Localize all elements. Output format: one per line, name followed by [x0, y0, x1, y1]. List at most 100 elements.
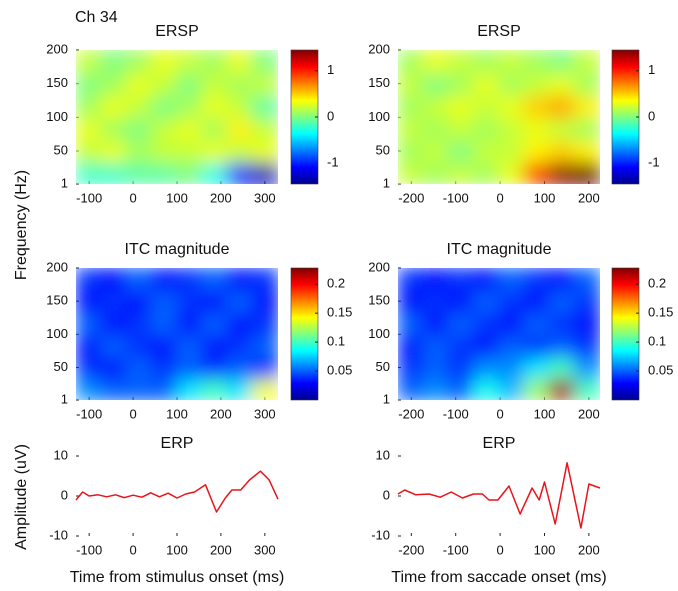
heatmap-cell [125, 377, 153, 400]
heatmap [398, 50, 600, 184]
x-tick-label: 0 [129, 190, 136, 205]
x-tick-label: -200 [398, 190, 424, 205]
colorbar-tick-label: 0.2 [327, 276, 345, 291]
heatmap-cell [523, 71, 551, 96]
heatmap-cell [422, 161, 450, 184]
heatmap-cell [100, 311, 128, 336]
heatmap-cell [251, 138, 278, 164]
heatmap-cell [422, 333, 450, 358]
heatmap-cell [125, 50, 153, 74]
heatmap-cell [76, 289, 103, 314]
heatmap-cell [176, 268, 204, 292]
heatmap-cell [548, 116, 576, 141]
heatmap-cell [447, 311, 475, 336]
heatmap-cell [176, 116, 204, 141]
x-tick-label: 0 [496, 406, 503, 421]
heatmap-cell [201, 116, 229, 141]
x-tick-label: 300 [254, 542, 276, 557]
heatmap-cell [226, 138, 254, 164]
heatmap-cell [447, 377, 475, 400]
heatmap-cell [251, 377, 278, 400]
colorbar-tick-label: 0.1 [327, 334, 345, 349]
heatmap-cell [447, 289, 475, 314]
heatmap-cell [523, 268, 551, 292]
colorbar-tick-label: 0.15 [648, 305, 673, 320]
figure-title: Ch 34 [75, 9, 118, 26]
heatmap-cell [125, 94, 153, 119]
heatmap-cell [100, 71, 128, 96]
heatmap-cell [226, 50, 254, 74]
heatmap [76, 50, 278, 184]
heatmap-cell [226, 161, 254, 184]
y-tick-label: 1 [383, 175, 390, 190]
colorbar-tick-label: 0.2 [648, 276, 666, 291]
x-tick-label: -100 [443, 406, 469, 421]
heatmap-cell [251, 50, 278, 74]
x-tick-label: -200 [398, 542, 424, 557]
heatmap-cell [176, 161, 204, 184]
heatmap-cell [422, 71, 450, 96]
heatmap-cell [447, 268, 475, 292]
heatmap-cell [398, 377, 425, 400]
y-tick-label: 200 [368, 41, 390, 56]
heatmap-cell [176, 377, 204, 400]
heatmap-cell [498, 94, 526, 119]
heatmap-cell [523, 311, 551, 336]
heatmap-cell [125, 333, 153, 358]
heatmap-cell [548, 268, 576, 292]
y-tick-label: 150 [368, 75, 390, 90]
heatmap-cell [447, 161, 475, 184]
heatmap-cell [251, 94, 278, 119]
heatmap-cell [150, 116, 178, 141]
heatmap-cell [574, 94, 600, 119]
heatmap-cell [125, 138, 153, 164]
heatmap-cell [398, 50, 425, 74]
heatmap-cell [150, 355, 178, 380]
y-tick-label: 100 [46, 109, 68, 124]
heatmap-cell [125, 268, 153, 292]
x-tick-label: 200 [210, 406, 232, 421]
heatmap-cell [76, 71, 103, 96]
heatmap-cell [447, 138, 475, 164]
heatmap-cell [76, 355, 103, 380]
y-tick-label: 200 [46, 259, 68, 274]
chart-title: ITC magnitude [125, 241, 230, 258]
heatmap-cell [398, 355, 425, 380]
heatmap-cell [472, 355, 500, 380]
heatmap-cell [422, 377, 450, 400]
heatmap-cell [398, 333, 425, 358]
heatmap [76, 268, 278, 400]
heatmap-cell [498, 50, 526, 74]
heatmap-cell [76, 161, 103, 184]
heatmap-cell [76, 138, 103, 164]
x-axis-label: Time from stimulus onset (ms) [70, 569, 285, 586]
heatmap-cell [523, 333, 551, 358]
heatmap-cell [472, 161, 500, 184]
line [397, 462, 601, 529]
heatmap-cell [201, 71, 229, 96]
colorbar-tick-label: -1 [648, 155, 660, 170]
heatmap-cell [472, 71, 500, 96]
heatmap-cell [201, 355, 229, 380]
x-tick-label: -100 [443, 190, 469, 205]
heatmap-cell [472, 311, 500, 336]
heatmap-cell [398, 311, 425, 336]
y-tick-label: 10 [376, 447, 390, 462]
heatmap-cell [574, 289, 600, 314]
colorbar [611, 267, 640, 401]
heatmap-cell [472, 377, 500, 400]
colorbar-tick-label: 0 [327, 108, 334, 123]
chart-title: ERP [161, 435, 194, 452]
heatmap-cell [176, 333, 204, 358]
x-tick-label: 200 [210, 542, 232, 557]
heatmap-cell [523, 289, 551, 314]
heatmap-cell [76, 94, 103, 119]
y-tick-label: 150 [368, 293, 390, 308]
heatmap-cell [251, 268, 278, 292]
y-tick-label: 200 [368, 259, 390, 274]
heatmap-cells [398, 268, 600, 400]
heatmap-cell [523, 377, 551, 400]
x-tick-label: 200 [210, 190, 232, 205]
x-tick-label: 200 [578, 406, 600, 421]
heatmap-cell [150, 268, 178, 292]
